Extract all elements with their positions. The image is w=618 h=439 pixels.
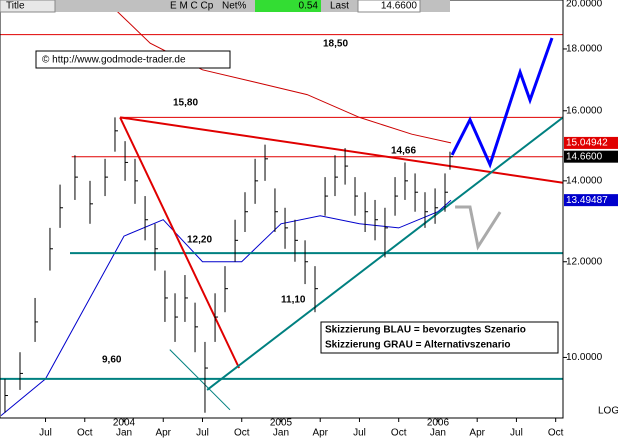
x-tick-label: Apr xyxy=(155,428,171,439)
line xyxy=(106,1,452,144)
price-tag-label: 14.6600 xyxy=(566,151,603,162)
annotation: 18,50 xyxy=(323,39,348,50)
x-tick-label: Jul xyxy=(353,428,366,439)
header-bar xyxy=(0,0,450,12)
title-box xyxy=(0,0,56,13)
legend-text: Skizzierung BLAU = bevorzugtes Szenario xyxy=(325,325,526,336)
plot-area xyxy=(0,1,563,416)
legend-text: Skizzierung GRAU = Alternativszenario xyxy=(325,340,511,351)
annotation: 9,60 xyxy=(102,355,122,366)
year-label: 2006 xyxy=(427,418,450,429)
line xyxy=(0,199,452,416)
x-tick-label: Oct xyxy=(234,428,250,439)
x-tick-label: Jan xyxy=(273,428,289,439)
price-tag xyxy=(564,150,618,163)
line xyxy=(119,116,563,184)
scale-label: LOG xyxy=(598,406,618,417)
x-tick-label: Jul xyxy=(510,428,523,439)
net-box xyxy=(255,0,321,12)
x-tick-label: Jan xyxy=(116,428,132,439)
x-tick-label: Oct xyxy=(391,428,407,439)
y-tick-label: 12.0000 xyxy=(566,256,603,267)
x-tick-label: Jul xyxy=(196,428,209,439)
x-tick-label: Oct xyxy=(548,428,564,439)
line xyxy=(450,37,554,169)
x-tick-label: Apr xyxy=(312,428,328,439)
line xyxy=(119,116,241,369)
year-label: 2005 xyxy=(270,418,293,429)
header-last-value: 14.6600 xyxy=(381,1,418,12)
annotation: 15,80 xyxy=(173,98,198,109)
y-tick-label: 20.0000 xyxy=(566,0,603,10)
annotation: 11,10 xyxy=(281,295,306,306)
line xyxy=(169,349,231,411)
x-tick-label: Jan xyxy=(430,428,446,439)
header-net-label: Net% xyxy=(222,1,247,12)
copyright: © http://www.godmode-trader.de xyxy=(42,55,186,66)
x-tick-label: Jul xyxy=(39,428,52,439)
price-tag-label: 15.04942 xyxy=(566,138,608,149)
y-tick-label: 10.0000 xyxy=(566,352,603,363)
x-tick-label: Oct xyxy=(77,428,93,439)
annotation: 12,20 xyxy=(187,235,212,246)
legend-box xyxy=(320,321,559,354)
price-tag xyxy=(564,194,618,207)
line xyxy=(455,205,502,251)
header-title: Title xyxy=(6,1,25,12)
price-tag-label: 13.49487 xyxy=(566,195,608,206)
y-tick-label: 18.0000 xyxy=(566,44,603,55)
header-net-value: 0.54 xyxy=(299,1,319,12)
plot-frame xyxy=(0,0,564,419)
y-tick-label: 14.0000 xyxy=(566,175,603,186)
price-tag xyxy=(564,136,618,149)
copyright-box xyxy=(35,50,231,69)
header-symbol: E M C Cp xyxy=(170,1,214,12)
year-label: 2004 xyxy=(113,418,136,429)
annotation: 14,66 xyxy=(391,146,416,157)
header-last-label: Last xyxy=(330,1,349,12)
last-box xyxy=(357,0,421,13)
y-tick-label: 16.0000 xyxy=(566,105,603,116)
x-tick-label: Apr xyxy=(469,428,485,439)
plot-layer xyxy=(0,1,563,416)
